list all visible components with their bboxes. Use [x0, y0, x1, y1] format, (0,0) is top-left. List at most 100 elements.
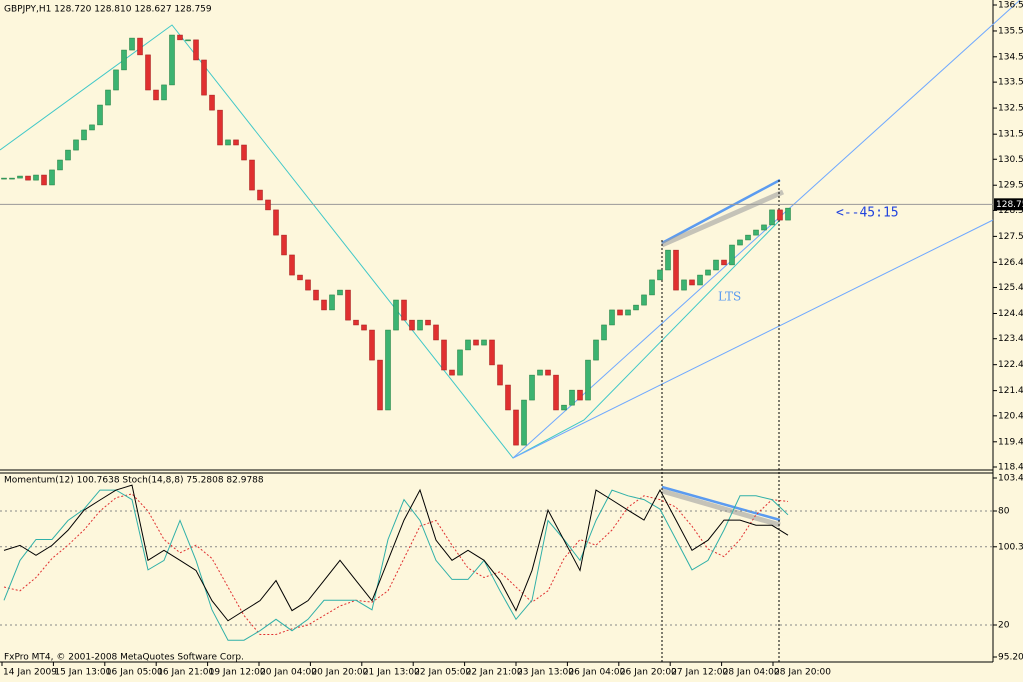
price-tick-label: 135.570 — [998, 26, 1023, 36]
price-tick-label: 133.560 — [998, 78, 1023, 88]
candle — [737, 239, 743, 246]
candle — [585, 359, 591, 401]
candle — [417, 319, 423, 331]
candle — [329, 294, 335, 311]
candle — [761, 224, 767, 231]
candle — [513, 409, 519, 446]
candle — [169, 34, 175, 86]
candle — [721, 259, 727, 266]
current-price-label: 128.759 — [996, 200, 1023, 210]
candle — [409, 319, 415, 331]
candle — [265, 199, 271, 211]
time-tick-label: 20 Jan 20:00 — [311, 668, 368, 678]
candle — [393, 299, 399, 331]
candle — [289, 254, 295, 276]
candle — [617, 309, 623, 316]
candle — [489, 339, 495, 366]
candle — [41, 174, 47, 186]
candle — [769, 209, 775, 226]
candle — [193, 39, 199, 61]
candle — [89, 124, 95, 131]
time-tick-label: 19 Jan 12:00 — [209, 668, 266, 678]
candle — [569, 389, 575, 406]
time-tick-label: 22 Jan 05:00 — [414, 668, 471, 678]
candle — [153, 89, 159, 101]
indicator-tick-label: 103.489 — [998, 474, 1023, 484]
candle — [433, 324, 439, 341]
time-tick-label: 16 Jan 05:00 — [106, 668, 163, 678]
candle — [313, 289, 319, 301]
candle — [273, 209, 279, 236]
candle — [17, 175, 23, 179]
price-tick-label: 128.520 — [998, 206, 1023, 216]
price-tick-label: 130.530 — [998, 155, 1023, 165]
price-tick-label: 120.450 — [998, 411, 1023, 421]
candle — [593, 339, 599, 361]
candle — [465, 339, 471, 351]
indicator-tick-label: 20 — [998, 621, 1010, 631]
time-tick-label: 15 Jan 13:00 — [54, 668, 111, 678]
price-tick-label: 132.540 — [998, 104, 1023, 114]
candle — [97, 104, 103, 126]
price-tick-label: 122.460 — [998, 360, 1023, 370]
price-tick-label: 134.555 — [998, 52, 1023, 62]
candle — [233, 139, 239, 146]
candle — [745, 234, 751, 241]
trendline — [661, 178, 781, 245]
candle — [377, 359, 383, 411]
candle — [673, 249, 679, 291]
candle — [753, 229, 759, 236]
candle — [689, 279, 695, 286]
indicator-tick-label: 95.2025 — [998, 653, 1023, 663]
candle — [609, 309, 615, 326]
candle — [633, 304, 639, 311]
candle — [33, 174, 39, 181]
current-price-box — [994, 198, 1023, 211]
candle — [321, 299, 327, 311]
candle — [337, 289, 343, 296]
candle — [785, 207, 791, 221]
candle — [49, 169, 55, 186]
candle — [121, 49, 127, 71]
price-tick-label: 118.440 — [998, 463, 1023, 473]
time-tick-label: 14 Jan 2009 — [3, 668, 57, 678]
candle — [297, 274, 303, 281]
candle — [473, 339, 479, 346]
candle — [649, 279, 655, 296]
candle — [441, 339, 447, 371]
candle — [209, 94, 215, 111]
price-tick-label: 136.590 — [998, 1, 1023, 11]
trendline — [512, 219, 994, 459]
time-tick-label: 16 Jan 21:00 — [157, 668, 214, 678]
candle — [425, 319, 431, 326]
time-tick-label: 27 Jan 12:00 — [671, 668, 728, 678]
candle — [305, 279, 311, 291]
candle — [545, 369, 551, 376]
price-tick-label: 119.430 — [998, 437, 1023, 447]
time-tick-label: 26 Jan 04:00 — [568, 668, 625, 678]
candle — [601, 324, 607, 341]
trendline — [661, 485, 781, 522]
candle — [249, 159, 255, 191]
time-tick-label: 21 Jan 13:00 — [363, 668, 420, 678]
candle — [65, 149, 71, 161]
candle — [729, 244, 735, 266]
candle — [161, 84, 167, 101]
candle — [129, 37, 135, 51]
candle — [457, 349, 463, 376]
candle — [9, 177, 15, 180]
countdown-label: <--45:15 — [836, 206, 899, 221]
price-tick-label: 126.480 — [998, 258, 1023, 268]
candle — [257, 189, 263, 201]
price-tick-label: 124.470 — [998, 309, 1023, 319]
candle — [401, 299, 407, 321]
momentum-line — [3, 484, 789, 622]
price-tick-label: 131.515 — [998, 130, 1023, 140]
candle — [1, 177, 7, 180]
price-tick-label: 123.480 — [998, 334, 1023, 344]
indicator-header: Momentum(12) 100.7638 Stoch(14,8,8) 75.2… — [4, 476, 264, 486]
candle — [177, 34, 183, 41]
candle — [73, 139, 79, 151]
channel-shadow — [661, 488, 781, 528]
